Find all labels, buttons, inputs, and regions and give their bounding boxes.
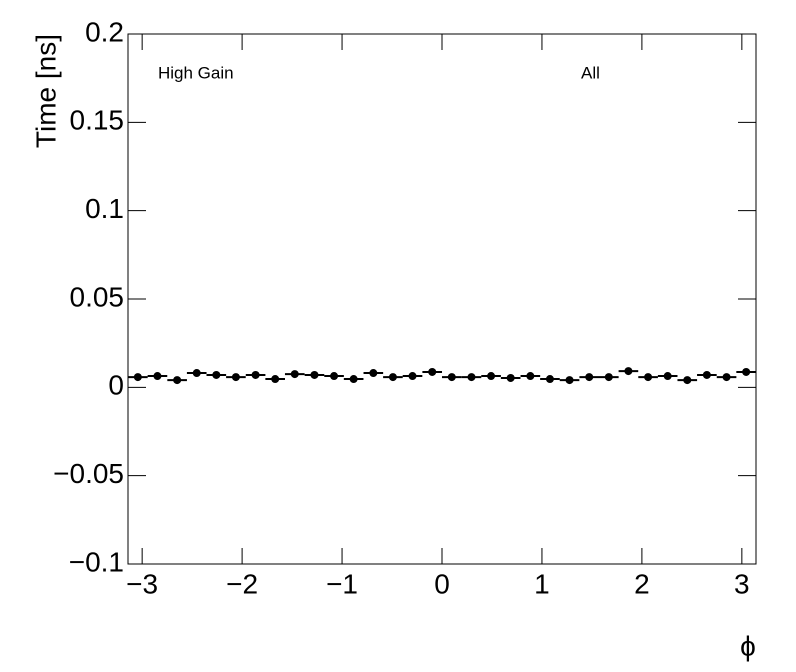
data-point <box>467 373 476 382</box>
y-tick-label: 0.15 <box>70 105 125 136</box>
data-point <box>330 372 339 381</box>
x-tick-label: −3 <box>126 568 158 599</box>
data-point <box>428 367 437 376</box>
data-point <box>624 367 633 376</box>
y-tick-label: 0 <box>108 370 124 401</box>
data-point <box>644 373 653 382</box>
data-point <box>722 373 731 382</box>
data-point <box>192 369 201 378</box>
x-tick-label: 1 <box>534 568 550 599</box>
y-tick-label: −0.05 <box>53 458 124 489</box>
data-point <box>702 370 711 379</box>
y-tick-label: 0.1 <box>85 193 124 224</box>
data-point <box>506 373 515 382</box>
data-point <box>742 367 751 376</box>
data-point <box>585 373 594 382</box>
data-point <box>310 370 319 379</box>
data-point <box>133 373 142 382</box>
y-tick-label: 0.2 <box>85 16 124 47</box>
data-point <box>526 372 535 381</box>
x-tick-label: −1 <box>326 568 358 599</box>
data-point <box>271 375 280 384</box>
x-tick-label: 2 <box>634 568 650 599</box>
x-tick-label: −2 <box>226 568 258 599</box>
data-point <box>290 370 299 379</box>
x-axis-label: ϕ <box>740 630 756 661</box>
data-point <box>173 376 182 385</box>
data-point <box>153 372 162 381</box>
annotation: High Gain <box>158 63 234 82</box>
data-point <box>683 376 692 385</box>
data-point <box>408 372 417 381</box>
y-tick-label: −0.1 <box>69 546 124 577</box>
data-point <box>565 376 574 385</box>
data-point <box>251 370 260 379</box>
data-point <box>231 373 240 382</box>
data-point <box>487 372 496 381</box>
y-axis-label: Time [ns] <box>30 34 61 148</box>
plot-frame <box>127 33 757 565</box>
data-point <box>447 373 456 382</box>
data-point <box>369 369 378 378</box>
y-tick-label: 0.05 <box>70 281 125 312</box>
data-point <box>545 375 554 384</box>
data-point <box>604 373 613 382</box>
data-point <box>388 373 397 382</box>
data-point <box>663 372 672 381</box>
annotation: All <box>581 63 600 82</box>
data-point <box>349 375 358 384</box>
data-point <box>212 370 221 379</box>
x-tick-label: 0 <box>434 568 450 599</box>
x-tick-label: 3 <box>734 568 750 599</box>
